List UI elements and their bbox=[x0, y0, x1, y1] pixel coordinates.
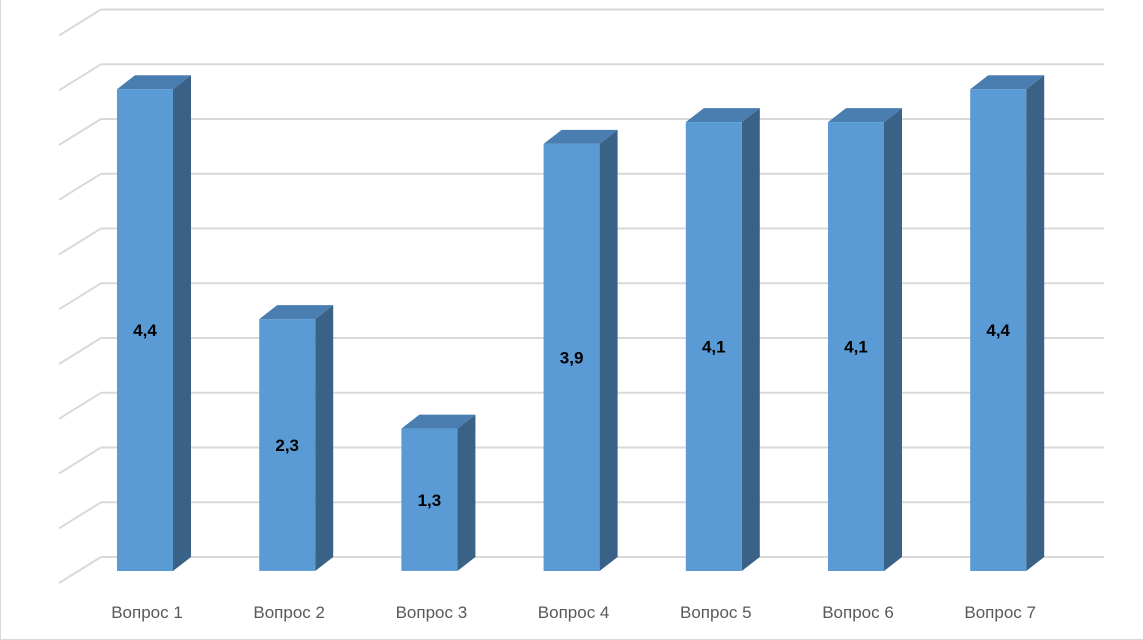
data-labels: 4,4 2,3 1,3 3,9 4,1 4,1 4,4 bbox=[133, 321, 1010, 510]
x-axis-tick-labels: Вопрос 1 Вопрос 2 Вопрос 3 Вопрос 4 Вопрос 5… bbox=[111, 603, 1036, 622]
data-label: 2,3 bbox=[275, 436, 299, 455]
data-label: 4,4 bbox=[133, 321, 157, 340]
gridline bbox=[58, 8, 1104, 37]
bar bbox=[970, 75, 1045, 571]
bar bbox=[401, 414, 476, 571]
bar bbox=[543, 129, 618, 571]
data-label: 4,1 bbox=[844, 338, 868, 357]
gridline bbox=[58, 63, 1104, 92]
data-label: 1,3 bbox=[418, 491, 442, 510]
gridline bbox=[58, 118, 1104, 146]
x-tick-label: Вопрос 1 bbox=[111, 603, 183, 622]
x-tick-label: Вопрос 6 bbox=[822, 603, 894, 622]
bar bbox=[685, 108, 760, 571]
x-tick-label: Вопрос 3 bbox=[396, 603, 468, 622]
x-tick-label: Вопрос 5 bbox=[680, 603, 752, 622]
x-tick-label: Вопрос 4 bbox=[538, 603, 610, 622]
x-tick-label: Вопрос 7 bbox=[964, 603, 1036, 622]
bar bbox=[117, 75, 191, 571]
data-label: 4,1 bbox=[702, 338, 726, 357]
x-tick-label: Вопрос 2 bbox=[253, 603, 325, 622]
data-label: 3,9 bbox=[560, 349, 584, 368]
data-label: 4,4 bbox=[986, 321, 1010, 340]
bar bbox=[828, 108, 902, 571]
bars bbox=[117, 75, 1045, 571]
bar bbox=[259, 305, 334, 571]
